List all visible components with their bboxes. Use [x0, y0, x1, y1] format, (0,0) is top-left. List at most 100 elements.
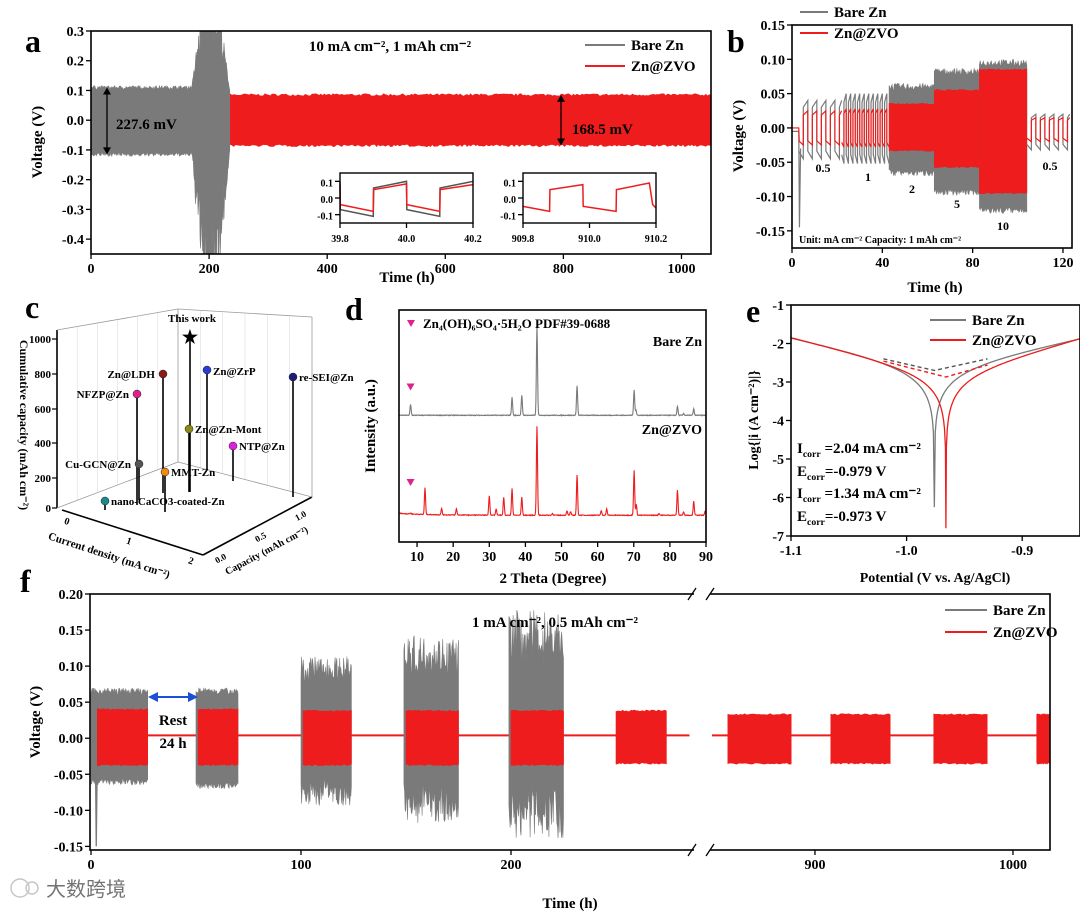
x-axis-title: Time (h): [542, 896, 597, 912]
panel-c: 0 200 400 600 800 1000 0 1 2 Current density (mA …: [17, 308, 354, 581]
x-tick-label: 910.2: [645, 234, 668, 245]
z-tick-label: 800: [35, 369, 52, 381]
y-tick-label: 0.00: [59, 732, 84, 747]
inset-1: 39.8 40.0 40.2 0.1 0.0 -0.1: [317, 172, 482, 245]
x-tick-label: 10: [410, 550, 424, 565]
tafel-fit-bare-zn: [883, 358, 988, 372]
hysteresis-label-zvo: 168.5 mV: [572, 122, 633, 138]
series-zn-zvo: [1026, 116, 1071, 143]
z-axis-title: Cumulative capacity (mAh cm⁻²): [17, 340, 31, 510]
x-tick-label: 40.0: [398, 234, 416, 245]
panel-a: 0 200 400 600 800 1000 0.3 0.2 0.1 0.0 -0.1 -0.2 -0.…: [30, 25, 712, 286]
series-bare-zn: [398, 326, 707, 417]
panel-label-a: a: [25, 23, 41, 59]
y-tick-label: -0.15: [54, 840, 83, 855]
x-tick-label: 30: [482, 550, 496, 565]
z-tick-label: 600: [35, 404, 52, 416]
y-tick-label: 0.10: [59, 660, 84, 675]
sphere-marker: [288, 372, 298, 382]
x-tick-label: 0: [88, 262, 95, 277]
data-point-cu-gcn-zn: Cu-GCN@Zn: [65, 459, 144, 500]
y-tick-label: -0.2: [62, 174, 84, 189]
y-tick-label: -7: [772, 530, 784, 545]
sphere-marker: [184, 424, 194, 434]
x-tick-label: 910.0: [578, 234, 601, 245]
x-tick-label: 800: [553, 262, 574, 277]
point-label: MMT-Zn: [171, 467, 215, 479]
y-tick-label: 0.5: [253, 530, 268, 544]
axis-break-mark: [705, 843, 715, 857]
hysteresis-arrow-bare-head-bottom: [103, 147, 111, 155]
x-tick-label: 1: [125, 536, 133, 548]
series-zn-zvo: [888, 103, 935, 152]
y-tick-label: 0.20: [59, 588, 84, 603]
watermark-logo-icon: [10, 878, 30, 898]
inset-bg: [523, 173, 656, 223]
y-tick-label: -0.1: [62, 144, 84, 159]
series-zn-zvo: [97, 708, 148, 766]
series-zn-zvo: [615, 709, 667, 765]
i-corr-label-bare-zn: Icorr =2.04 mA cm⁻²: [797, 441, 921, 460]
y-tick-label: 1.0: [293, 509, 308, 523]
series-zn-zvo: [841, 108, 890, 148]
series-zn-zvo: [933, 713, 988, 765]
series-zn-zvo: [727, 713, 792, 765]
panel-label-b: b: [727, 23, 745, 59]
data-point-zn-zrp: Zn@ZrP: [202, 365, 256, 470]
panel-label-f: f: [20, 563, 31, 599]
star-marker: ★: [182, 327, 199, 347]
inset-2: 909.8 910.0 910.2 0.1 0.0 -0.1: [500, 172, 668, 245]
current-density-label: 0.5: [816, 161, 831, 175]
panel-label-e: e: [746, 293, 760, 329]
y-axis: [202, 496, 313, 556]
inset-series-zn-zvo: [339, 182, 474, 213]
y-tick-label: -0.10: [54, 804, 83, 819]
y-tick-label: -2: [772, 338, 784, 353]
y-tick-label: -0.1: [500, 212, 516, 223]
y-tick-label: 0.15: [761, 19, 786, 34]
legend-label: Bare Zn: [972, 313, 1025, 329]
series-zn-zvo: [798, 109, 843, 147]
series-zn-zvo: [302, 709, 352, 766]
reference-label: Zn₄(OH)₆SO₄·5H₂O PDF#39-0688: [423, 316, 611, 331]
legend-label: Bare Zn: [993, 603, 1046, 619]
peak-marker-triangle: [406, 383, 415, 391]
current-density-label: 2: [909, 182, 915, 196]
series-bare-zn-failure: [191, 31, 231, 254]
axis-frame: [90, 30, 712, 255]
y-tick-label: -0.10: [756, 191, 785, 206]
series-label-zn-zvo: Zn@ZVO: [642, 423, 702, 438]
sphere-marker: [202, 365, 212, 375]
panel-label-d: d: [345, 291, 363, 327]
axis-break-mark: [687, 587, 697, 601]
x-tick-label: 40.2: [464, 234, 482, 245]
hysteresis-arrow-bare-head-top: [103, 87, 111, 95]
data-point-re-sei-zn: re-SEI@Zn: [288, 372, 354, 497]
point-label: nano-CaCO3-coated-Zn: [111, 496, 225, 508]
x-tick-label: -0.9: [1011, 544, 1033, 559]
series-bare-zn: [841, 93, 890, 164]
x-tick-label: 909.8: [512, 234, 535, 245]
y-tick-label: 0.05: [59, 696, 84, 711]
axis-frame: [398, 309, 707, 543]
point-label: NTP@Zn: [239, 441, 285, 453]
legend-label: Zn@ZVO: [834, 26, 899, 42]
x-tick-label: 120: [1052, 256, 1073, 271]
y-tick-label: -5: [772, 453, 784, 468]
y-tick-label: 0.3: [67, 25, 85, 40]
panel-e: Icorr =2.04 mA cm⁻² Ecorr=-0.979 V Icorr =…: [747, 299, 1080, 586]
y-tick-label: 0.0: [67, 114, 85, 129]
series-label-bare-zn: Bare Zn: [653, 335, 702, 350]
rest-duration-label: 24 h: [159, 736, 187, 752]
panel-f: 0 100 200 0.20 0.15 0.10 0.05 0.00 -0.05 -0.10 -0.…: [28, 587, 1058, 912]
y-tick-label: -0.15: [756, 225, 785, 240]
series-zn-zvo: [1036, 713, 1050, 765]
x-axis-title: Current density (mA cm⁻²): [47, 530, 172, 581]
watermark-logo-icon: [25, 881, 39, 895]
data-point-mmt-zn: MMT-Zn: [160, 467, 215, 512]
panel-label-c: c: [25, 289, 39, 325]
x-axis: [61, 509, 204, 556]
panel-b: 0 40 80 120 0.15 0.10 0.05 0.00 -0.05 -0.10 -0.15 T…: [731, 5, 1073, 296]
series-zn-zvo: [979, 68, 1028, 195]
y-tick-label: 0.0: [213, 551, 228, 565]
